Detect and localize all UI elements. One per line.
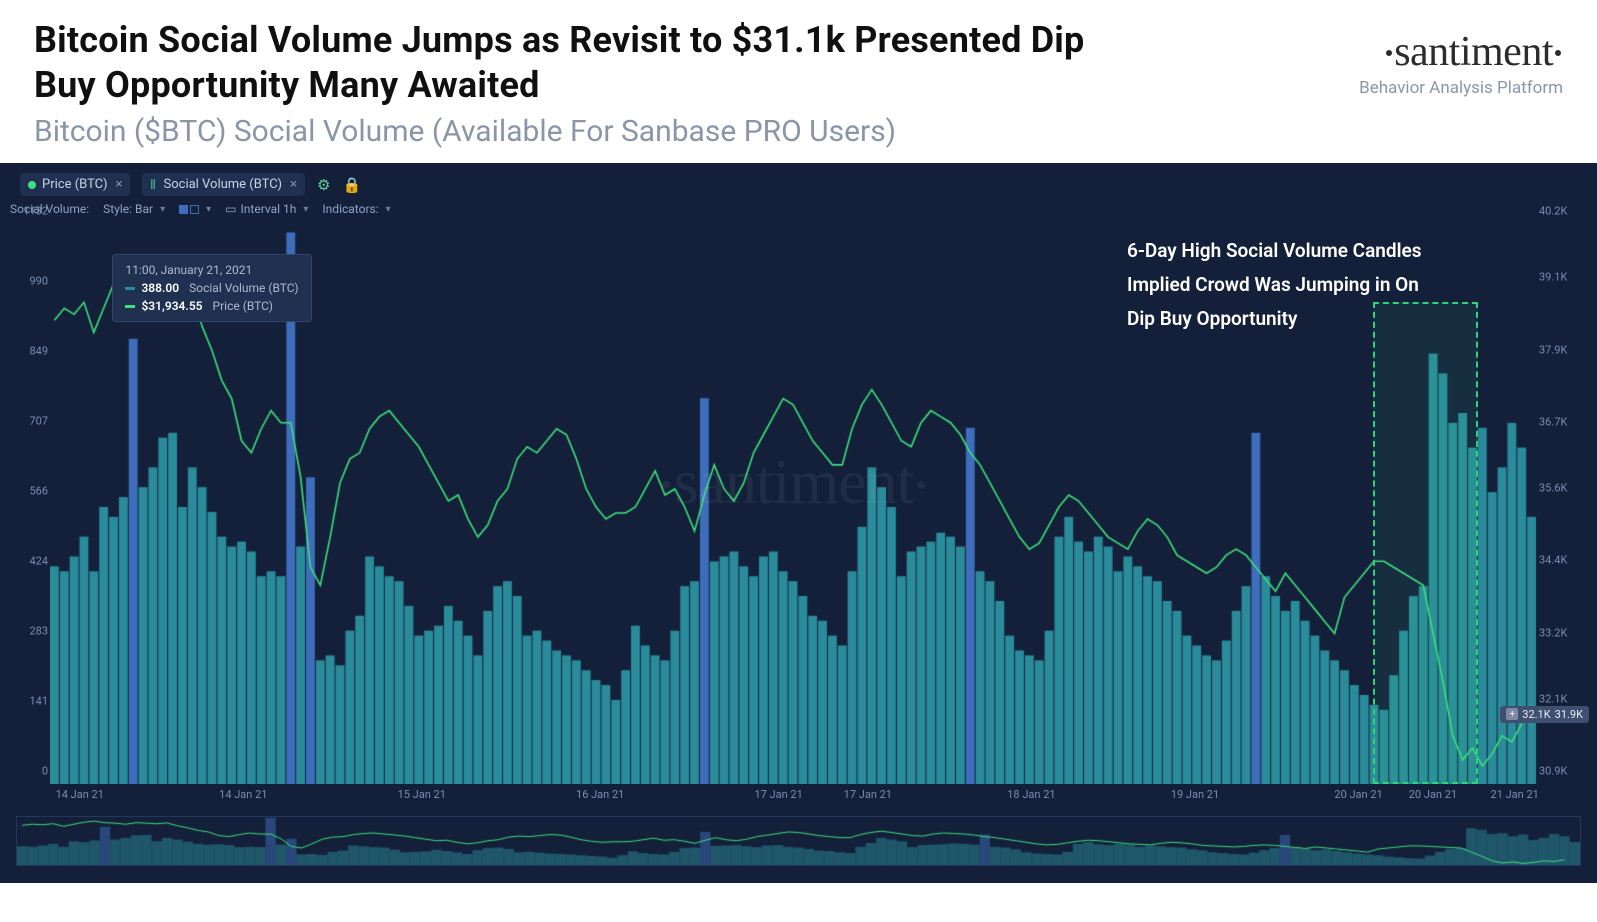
indicators-selector[interactable]: Indicators: (322, 202, 390, 216)
brand-tagline: Behavior Analysis Platform (1359, 78, 1563, 98)
header-left: Bitcoin Social Volume Jumps as Revisit t… (34, 18, 1114, 149)
gear-icon[interactable]: ⚙ (317, 176, 330, 194)
current-price-tag: 32.1K31.9K (1500, 706, 1589, 723)
color-selector[interactable] (179, 204, 211, 215)
x-axis: 14 Jan 2114 Jan 2115 Jan 2116 Jan 2117 J… (50, 788, 1537, 806)
pill-price[interactable]: Price (BTC) × (20, 173, 130, 196)
y-axis-left: 01412834245667078499901132 (8, 224, 48, 784)
pill-social-volume[interactable]: Social Volume (BTC) × (142, 173, 305, 196)
chart-area[interactable]: santiment 01412834245667078499901132 30.… (50, 224, 1537, 784)
close-icon[interactable]: × (115, 177, 122, 192)
overview-strip[interactable] (16, 816, 1581, 866)
pill-social-label: Social Volume (BTC) (164, 177, 283, 192)
annotation-text: 6-Day High Social Volume Candles Implied… (1127, 234, 1427, 337)
metric-pill-row: Price (BTC) × Social Volume (BTC) × ⚙ 🔒 (0, 163, 1597, 200)
brand-logo: santiment (1359, 28, 1563, 76)
brand-block: santiment Behavior Analysis Platform (1359, 28, 1563, 98)
chart-options-row: Social Volume: Style: Bar ▭ Interval 1h … (0, 200, 1597, 224)
pill-price-label: Price (BTC) (42, 177, 107, 192)
header: Bitcoin Social Volume Jumps as Revisit t… (0, 0, 1597, 163)
page-title: Bitcoin Social Volume Jumps as Revisit t… (34, 18, 1114, 108)
close-icon[interactable]: × (290, 177, 297, 192)
style-selector[interactable]: Style: Bar (103, 202, 165, 216)
overview-canvas (17, 817, 1580, 865)
chart-panel: Price (BTC) × Social Volume (BTC) × ⚙ 🔒 … (0, 163, 1597, 883)
interval-selector[interactable]: ▭ Interval 1h (225, 202, 308, 216)
page-subtitle: Bitcoin ($BTC) Social Volume (Available … (34, 114, 1114, 149)
y-axis-right: 30.9K32.1K33.2K34.4K35.6K36.7K37.9K39.1K… (1539, 224, 1589, 784)
lock-icon[interactable]: 🔒 (343, 176, 362, 194)
price-color-dot (28, 181, 36, 189)
